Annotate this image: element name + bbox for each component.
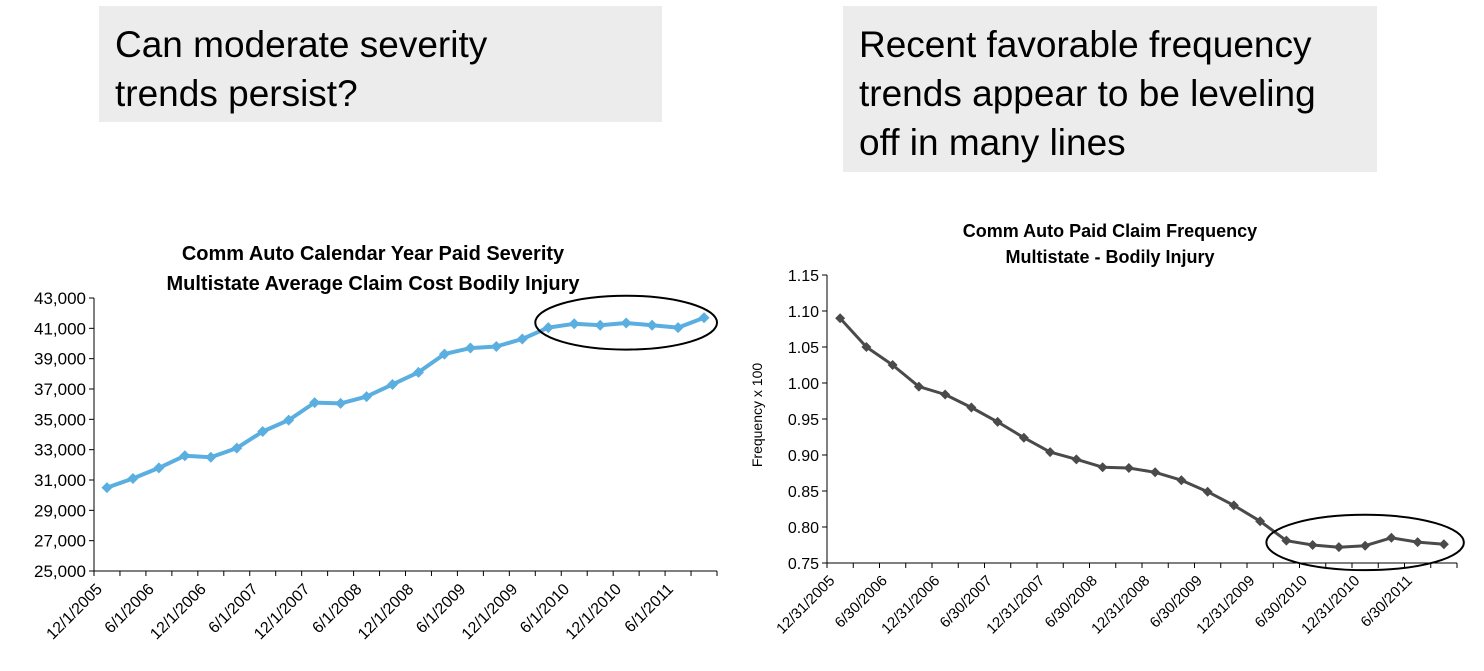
data-point — [516, 333, 528, 345]
data-point — [283, 414, 295, 426]
data-point — [309, 397, 321, 409]
chart-title-line-1: Comm Auto Paid Claim Frequency — [963, 221, 1257, 241]
data-point — [1071, 454, 1082, 465]
y-axis: 0.75 0.80 0.85 0.90 0.95 1.00 1.05 1.10 1.15 — [788, 268, 828, 573]
y-tick-label: 27,000 — [34, 532, 86, 551]
y-tick-label: 37,000 — [34, 380, 86, 399]
data-point — [361, 391, 373, 403]
data-point — [1333, 542, 1344, 553]
severity-line-chart: Comm Auto Calendar Year Paid Severity Mu… — [34, 243, 719, 643]
data-point — [387, 378, 399, 390]
y-tick-label: 1.00 — [788, 376, 819, 393]
callout-line: Recent favorable frequency — [859, 24, 1312, 65]
data-point — [1018, 432, 1029, 443]
data-point — [1412, 537, 1423, 548]
x-tick-label: 12/31/2005 — [773, 572, 838, 637]
y-tick-label: 39,000 — [34, 350, 86, 369]
data-point — [672, 322, 684, 334]
x-axis: 12/31/20056/30/200612/31/20066/30/200712… — [773, 562, 1458, 637]
y-tick-label: 1.05 — [788, 340, 819, 357]
data-point — [490, 341, 502, 353]
data-point — [1307, 540, 1318, 550]
data-point — [594, 319, 606, 331]
data-point — [1360, 540, 1371, 551]
callout-line: trends appear to be leveling — [859, 73, 1316, 114]
callout-line: Can moderate severity — [115, 24, 488, 65]
chart-title-line-1: Comm Auto Calendar Year Paid Severity — [182, 243, 565, 265]
data-point — [1176, 475, 1187, 486]
data-point — [1045, 447, 1056, 458]
data-point — [1228, 500, 1239, 511]
y-tick-label: 31,000 — [34, 471, 86, 490]
highlight-ellipse — [1265, 513, 1465, 572]
y-tick-label: 0.85 — [788, 484, 819, 501]
y-tick-label: 33,000 — [34, 441, 86, 460]
y-axis: 25,000 27,000 29,000 31,000 33,000 35,000 37,0… — [34, 289, 95, 581]
chart-title-line-2: Multistate - Bodily Injury — [1005, 247, 1214, 267]
y-tick-label: 1.10 — [788, 304, 819, 321]
data-point — [992, 416, 1003, 427]
data-point — [335, 397, 347, 409]
data-point — [861, 342, 872, 352]
y-tick-label: 0.95 — [788, 412, 819, 429]
data-point — [646, 319, 658, 331]
y-axis-label: Frequency x 100 — [749, 363, 765, 467]
data-point — [257, 425, 269, 437]
y-tick-label: 41,000 — [34, 319, 86, 338]
data-point — [1150, 467, 1161, 478]
data-point — [153, 462, 165, 474]
data-point — [913, 381, 924, 392]
data-point — [1386, 532, 1397, 543]
data-point — [231, 442, 243, 454]
data-point — [1202, 486, 1213, 497]
data-point — [1438, 539, 1449, 550]
series-line — [838, 317, 1445, 549]
data-point — [887, 360, 898, 370]
data-point — [464, 342, 476, 354]
callout-box-frequency: Recent favorable frequency trends appear… — [843, 6, 1377, 172]
plot-area — [101, 294, 719, 494]
y-tick-label: 0.75 — [788, 556, 819, 573]
data-point — [568, 318, 580, 330]
y-tick-label: 43,000 — [34, 289, 86, 308]
data-point — [1123, 462, 1134, 473]
data-point — [542, 322, 554, 334]
plot-area — [835, 313, 1465, 572]
data-point — [205, 451, 217, 463]
data-point — [940, 389, 951, 400]
data-point — [835, 313, 846, 324]
y-tick-label: 1.15 — [788, 268, 819, 285]
y-tick-label: 0.80 — [788, 520, 819, 537]
y-tick-label: 25,000 — [34, 562, 86, 581]
callout-line: off in many lines — [859, 122, 1126, 163]
data-point — [620, 317, 632, 329]
chart-title-line-2: Multistate Average Claim Cost Bodily Inj… — [166, 273, 580, 295]
y-tick-label: 29,000 — [34, 501, 86, 520]
data-point — [1097, 462, 1108, 473]
data-point — [101, 482, 113, 494]
data-point — [1255, 516, 1266, 527]
data-point — [438, 348, 450, 360]
data-point — [966, 402, 977, 413]
callout-line: trends persist? — [115, 73, 358, 114]
y-tick-label: 0.90 — [788, 448, 819, 465]
data-point — [698, 312, 710, 324]
data-point — [412, 366, 424, 378]
highlight-ellipse — [534, 294, 719, 351]
y-tick-label: 35,000 — [34, 410, 86, 429]
x-tick-label: 6/30/2011 — [1357, 572, 1415, 630]
data-point — [1281, 535, 1292, 546]
data-point — [127, 472, 139, 484]
data-point — [179, 450, 191, 462]
callout-box-severity: Can moderate severity trends persist? — [99, 6, 662, 122]
